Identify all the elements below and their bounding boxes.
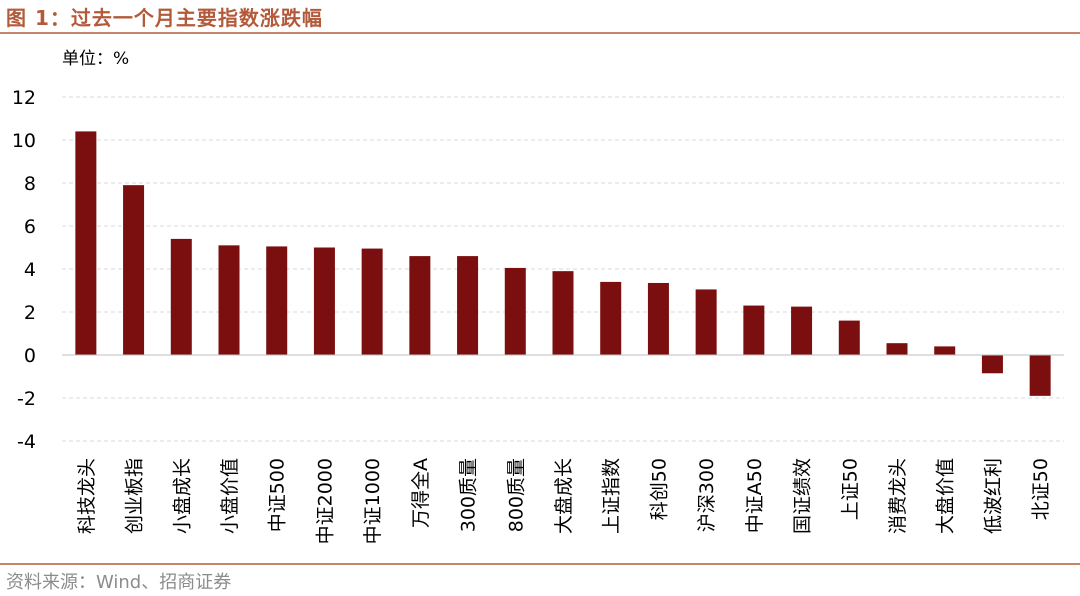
- title-bar: 图 1：过去一个月主要指数涨跌幅: [0, 0, 1080, 34]
- bar: [123, 185, 145, 355]
- x-tick-label: 创业板指: [124, 458, 146, 534]
- x-tick-label: 科创50: [648, 458, 670, 520]
- x-tick-label: 中证500: [267, 458, 289, 532]
- x-tick-label: 小盘价值: [219, 458, 241, 534]
- x-tick-label: 科技龙头: [76, 458, 98, 534]
- bar: [934, 346, 956, 355]
- x-tick-label: 中证2000: [314, 458, 336, 544]
- x-tick-label: 上证50: [839, 458, 861, 520]
- x-tick-label: 300质量: [458, 458, 480, 532]
- footer-divider: [0, 563, 1080, 565]
- bar: [361, 248, 383, 355]
- x-tick-layer: 科技龙头 创业板指 小盘成长 小盘价值 中证500 中证2000 中证1000 万得全A 300…: [76, 458, 1052, 544]
- bar: [981, 355, 1003, 374]
- figure-title: 图 1：过去一个月主要指数涨跌幅: [6, 6, 323, 30]
- bar: [838, 320, 860, 355]
- bar: [886, 343, 908, 355]
- bar: [552, 271, 574, 355]
- bar: [647, 282, 669, 355]
- x-tick-label: 国证绩效: [792, 458, 814, 534]
- x-tick-label: 沪深300: [696, 458, 718, 532]
- y-tick-label: -2: [17, 388, 36, 410]
- x-tick-label: 大盘成长: [553, 458, 575, 534]
- bar: [743, 305, 765, 355]
- y-tick-label: 8: [24, 173, 36, 195]
- bar: [457, 256, 479, 355]
- grid-layer: [62, 96, 1064, 442]
- x-tick-label: 北证50: [1030, 458, 1052, 520]
- bar: [313, 247, 335, 355]
- x-tick-label: 上证指数: [601, 458, 623, 534]
- bar: [1029, 355, 1051, 396]
- bar: [75, 131, 97, 355]
- bar: [791, 306, 813, 355]
- x-tick-label: 低波红利: [982, 458, 1004, 534]
- y-tick-label: 10: [12, 130, 36, 152]
- x-tick-label: 小盘成长: [171, 458, 193, 534]
- unit-label: 单位：%: [62, 49, 129, 69]
- x-tick-label: 大盘价值: [935, 458, 957, 534]
- bar: [504, 267, 526, 355]
- bar-layer: [75, 131, 1051, 396]
- bar: [409, 256, 431, 355]
- y-tick-label: 0: [24, 345, 36, 367]
- bar: [600, 281, 622, 355]
- bar-chart: 单位：% 12 10 8 6 4 2 0 -2 -4 科技龙头 创业板指 小盘成长 小盘价值 中证500…: [12, 49, 1064, 544]
- x-tick-label: 万得全A: [410, 458, 432, 528]
- bar: [266, 246, 288, 355]
- y-tick-label: 4: [24, 259, 36, 281]
- bar: [695, 289, 717, 355]
- y-tick-label: -4: [17, 431, 36, 453]
- bar: [170, 238, 192, 355]
- x-tick-label: 中证1000: [362, 458, 384, 544]
- source-note: 资料来源：Wind、招商证券: [6, 572, 232, 593]
- x-tick-label: 800质量: [505, 458, 527, 532]
- bar: [218, 245, 240, 355]
- x-tick-label: 消费龙头: [887, 458, 909, 534]
- y-tick-label: 6: [24, 216, 36, 238]
- x-tick-label: 中证A50: [744, 458, 766, 533]
- y-tick-label: 2: [24, 302, 36, 324]
- y-tick-label: 12: [12, 87, 36, 109]
- y-tick-layer: 12 10 8 6 4 2 0 -2 -4: [12, 87, 36, 453]
